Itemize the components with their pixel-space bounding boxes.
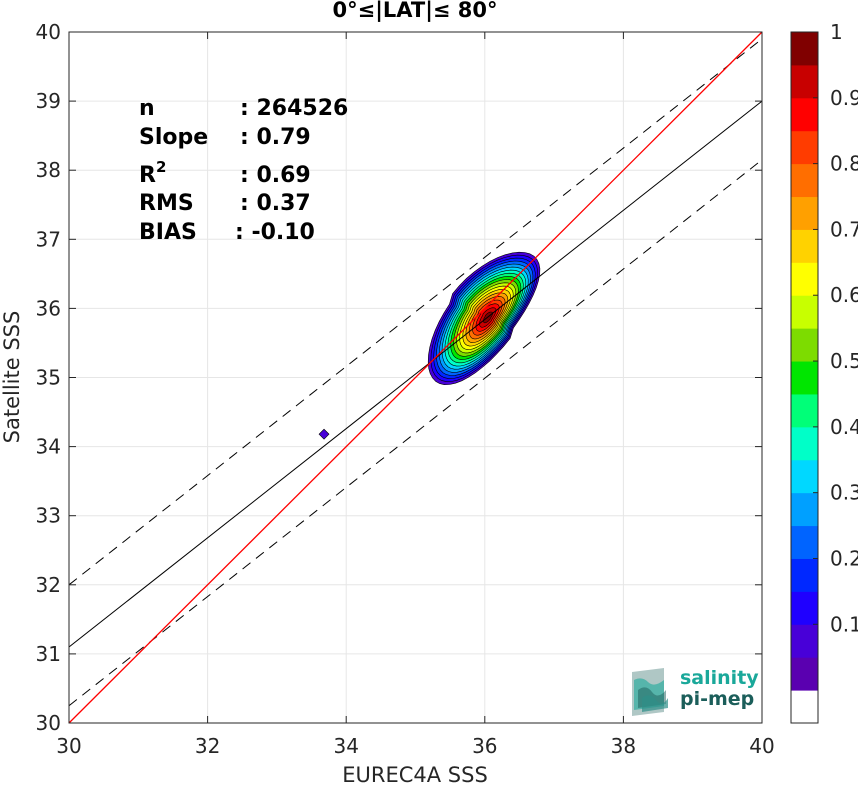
colorbar-segment	[791, 426, 818, 461]
y-axis-ticks: 30 31 32 33 34 35 36 37 38 39 40	[36, 20, 762, 735]
colorbar-tick-label: 0.6	[830, 283, 858, 307]
regression-line	[68, 100, 763, 648]
bound-line	[68, 38, 763, 586]
density-contours	[318, 251, 541, 440]
colorbar-segment	[791, 328, 818, 362]
colorbar-segment	[791, 163, 818, 198]
stat-superscript: 2	[156, 158, 166, 176]
colorbar-segment	[791, 97, 818, 132]
y-tick-label: 39	[36, 89, 61, 113]
colorbar-segment	[791, 361, 818, 395]
y-tick-label: 34	[36, 435, 61, 459]
y-tick-label: 32	[36, 573, 61, 597]
colorbar-tick-label: 0.9	[830, 86, 858, 110]
colorbar-tick-label: 0.1	[830, 612, 858, 636]
colorbar-segment	[791, 558, 818, 592]
y-tick-label: 31	[36, 642, 61, 666]
colorbar-segment	[791, 657, 818, 691]
colorbar-tick-label: 0.7	[830, 217, 858, 241]
x-axis-ticks: 30 32 34 36 38 40	[56, 32, 775, 758]
colorbar	[790, 31, 819, 724]
stat-value: : 0.37	[240, 191, 311, 216]
chart-title: 0°≤|LAT|≤ 80°	[332, 0, 497, 23]
y-tick-label: 35	[36, 366, 61, 390]
colorbar-segment	[791, 393, 818, 428]
x-tick-label: 36	[472, 734, 497, 758]
colorbar-segment	[791, 690, 818, 724]
colorbar-segment	[791, 262, 818, 296]
stat-value: : 264526	[240, 96, 348, 121]
colorbar-frame	[790, 31, 819, 724]
y-tick-label: 38	[36, 158, 61, 182]
colorbar-segment	[791, 295, 818, 329]
salinity-pi-mep-logo: salinity pi-mep	[632, 667, 759, 716]
bound-line	[68, 159, 763, 707]
y-tick-label: 33	[36, 504, 61, 528]
x-tick-label: 30	[56, 734, 81, 758]
colorbar-tick-label: 0.2	[830, 546, 858, 570]
y-axis-label: Satellite SSS	[0, 311, 24, 444]
y-tick-label: 40	[36, 20, 61, 44]
density-outlier	[318, 428, 330, 440]
x-tick-label: 32	[195, 734, 220, 758]
stat-value: : 0.79	[240, 125, 311, 150]
colorbar-tick-label: 0.5	[830, 349, 858, 373]
colorbar-segment	[791, 130, 818, 165]
stat-label: n	[139, 96, 155, 121]
logo-text-line1: salinity	[680, 667, 759, 689]
colorbar-tick-label: 0.3	[830, 481, 858, 505]
stat-label: BIAS	[139, 220, 197, 245]
colorbar-tick-label: 0.4	[830, 415, 858, 439]
colorbar-segment	[791, 32, 818, 66]
colorbar-segment	[791, 196, 818, 230]
stat-value: : 0.69	[240, 163, 311, 188]
colorbar-segment	[791, 459, 818, 494]
y-tick-label: 30	[36, 711, 61, 735]
colorbar-segment	[791, 64, 818, 99]
x-tick-label: 38	[611, 734, 636, 758]
colorbar-ticks: 0.1 0.2 0.3 0.4 0.5 0.6 0.7 0.8 0.9 1	[813, 20, 858, 636]
stat-value: : -0.10	[235, 220, 315, 245]
x-tick-label: 40	[749, 734, 774, 758]
identity-line	[68, 31, 763, 724]
colorbar-segment	[791, 229, 818, 263]
colorbar-segment	[791, 492, 818, 527]
grid	[68, 31, 763, 724]
colorbar-segment	[791, 624, 818, 658]
logo-text-line2: pi-mep	[680, 688, 754, 710]
colorbar-tick-label: 1	[830, 20, 843, 44]
colorbar-segment	[791, 525, 818, 559]
logo-wave-icon	[632, 668, 668, 716]
x-axis-label: EUREC4A SSS	[342, 763, 488, 786]
y-tick-label: 37	[36, 227, 61, 251]
stat-label: Slope	[139, 125, 208, 150]
y-tick-label: 36	[36, 296, 61, 320]
x-tick-label: 34	[333, 734, 358, 758]
colorbar-tick-label: 0.8	[830, 152, 858, 176]
colorbar-segment	[791, 591, 818, 625]
reference-lines	[68, 31, 763, 724]
stat-label: RMS	[139, 191, 194, 216]
